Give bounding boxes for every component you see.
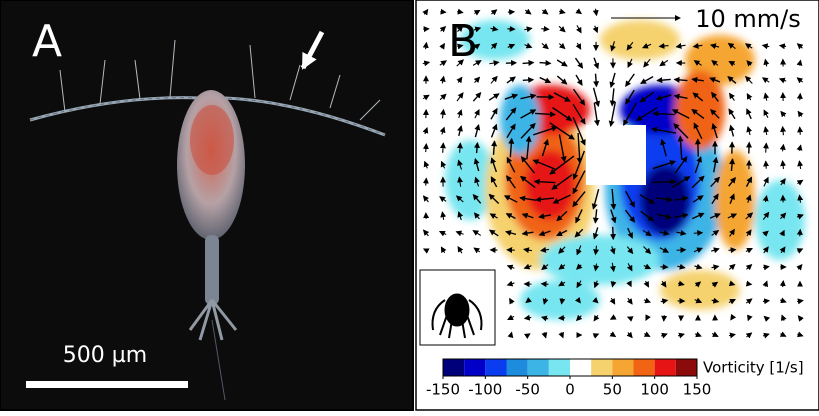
colorbar-bin <box>443 359 464 376</box>
vector <box>613 227 614 239</box>
colorbar-bin <box>485 359 506 376</box>
colorbar-label: Vorticity [1/s] <box>703 359 804 377</box>
vector <box>440 12 445 13</box>
colorbar-bin <box>612 359 633 376</box>
vector <box>426 144 427 152</box>
vector <box>426 178 427 185</box>
colorbar-tick-label: -50 <box>515 381 540 399</box>
vector <box>800 230 801 236</box>
colorbar-bin <box>464 359 485 376</box>
colorbar-bin <box>507 359 528 376</box>
panel-a: A 500 µm <box>0 0 413 410</box>
vector <box>460 143 461 153</box>
colorbar-tick-label: 50 <box>603 381 622 399</box>
colorbar-tick-label: -100 <box>468 381 502 399</box>
figure: A 500 µm <box>0 0 819 412</box>
vector <box>523 80 533 81</box>
vector <box>677 250 686 251</box>
vector <box>783 281 784 287</box>
vector <box>728 250 735 251</box>
colorbar-bin <box>570 359 591 376</box>
colorbar-bin <box>634 359 655 376</box>
colorbar-bin <box>549 359 570 376</box>
colorbar-tick-label: 100 <box>640 381 669 399</box>
colorbar-tick-label: 150 <box>683 381 712 399</box>
vector <box>694 233 702 234</box>
vector <box>523 63 534 64</box>
vector <box>540 63 551 64</box>
colorbar-bin <box>528 359 549 376</box>
vector <box>494 141 495 155</box>
scale-bar-label: 500 µm <box>63 343 147 368</box>
vector <box>766 161 767 168</box>
vector <box>766 143 767 152</box>
colorbar-bin <box>676 359 697 376</box>
body-mask <box>586 125 646 185</box>
panel-b: 10 mm/s B -150 -100 -50 0 50 100 150 Vorticity… <box>416 0 819 410</box>
colorbar-bin <box>655 359 676 376</box>
panel-label: B <box>448 16 478 67</box>
colorbar-tick-label: 0 <box>565 381 575 399</box>
colorbar-tick-label: -150 <box>426 381 460 399</box>
vector <box>596 74 597 87</box>
colorbar-bin <box>591 359 612 376</box>
vector <box>541 29 548 30</box>
vector <box>652 182 675 183</box>
arrow-scale-label: 10 mm/s <box>695 5 801 33</box>
panel-label: A <box>32 16 62 67</box>
vector <box>477 143 478 153</box>
vector <box>443 143 444 153</box>
vector <box>800 127 801 134</box>
scale-bar <box>26 381 188 388</box>
vector <box>542 284 549 285</box>
